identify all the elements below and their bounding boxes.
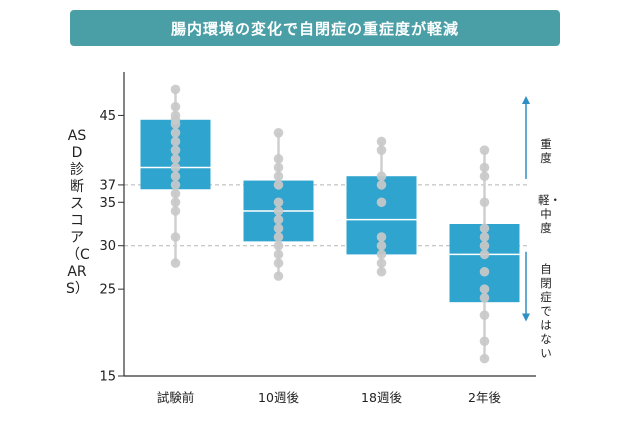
data-point-2-11: [273, 240, 284, 251]
data-point-2-14: [273, 271, 284, 281]
data-point-1-10: [170, 162, 181, 173]
data-point-4-7: [479, 240, 490, 251]
data-point-3-7: [376, 240, 387, 251]
y-tick-label-30: 30: [99, 239, 116, 254]
data-point-4-11: [479, 293, 490, 303]
severity-label-non-autistic: 自閉症ではない: [540, 262, 552, 360]
data-point-3-10: [376, 266, 387, 277]
data-point-4-4: [479, 197, 490, 208]
data-point-3-2: [376, 145, 387, 155]
y-tick-label-35: 35: [99, 196, 116, 211]
data-point-1-9: [170, 154, 181, 164]
data-point-1-13: [170, 188, 181, 199]
data-point-1-2: [170, 101, 181, 112]
data-point-3-6: [376, 232, 387, 242]
data-point-2-6: [273, 197, 284, 208]
y-axis-label: ASD診断スコア（CARS）: [66, 128, 90, 297]
data-point-4-9: [479, 266, 490, 277]
severity-label-mild-moderate: 軽・中度: [538, 193, 561, 235]
data-point-2-4: [273, 171, 284, 182]
chart-title: 腸内環境の変化で自閉症の重症度が軽減: [170, 19, 459, 38]
data-point-4-3: [479, 171, 490, 182]
data-point-4-6: [479, 232, 490, 242]
data-point-1-14: [170, 197, 181, 208]
data-point-2-9: [273, 223, 284, 234]
y-tick-label-25: 25: [99, 283, 116, 298]
data-point-2-2: [273, 154, 284, 164]
data-point-1-8: [170, 145, 181, 155]
data-point-1-11: [170, 171, 181, 182]
data-point-2-13: [273, 258, 284, 268]
data-point-3-9: [376, 258, 387, 268]
x-tick-label-1: 試験前: [157, 390, 195, 405]
data-point-1-6: [170, 128, 181, 138]
x-tick-label-4: 2年後: [468, 390, 501, 405]
data-point-3-5: [376, 197, 387, 208]
data-point-4-13: [479, 336, 490, 347]
data-point-4-8: [479, 249, 490, 260]
data-point-1-16: [170, 232, 181, 242]
data-point-3-4: [376, 180, 387, 190]
data-point-2-5: [273, 180, 284, 190]
data-point-1-5: [170, 119, 181, 129]
data-point-3-3: [376, 171, 387, 182]
data-point-4-1: [479, 145, 490, 155]
data-point-2-7: [273, 206, 284, 216]
data-point-3-8: [376, 249, 387, 260]
data-point-4-10: [479, 284, 490, 294]
data-point-4-2: [479, 162, 490, 173]
severity-label-severe: 重度: [540, 137, 552, 165]
severity-arrow-up-head: [522, 96, 530, 105]
data-point-1-12: [170, 180, 181, 190]
data-point-1-1: [170, 84, 181, 95]
data-point-1-15: [170, 206, 181, 216]
data-point-2-10: [273, 232, 284, 242]
x-tick-label-3: 18週後: [361, 390, 402, 405]
y-tick-label-15: 15: [99, 370, 116, 385]
data-point-4-5: [479, 223, 490, 234]
data-point-2-3: [273, 162, 284, 173]
data-point-1-7: [170, 136, 181, 147]
chart-title-banner: 腸内環境の変化で自閉症の重症度が軽減: [70, 10, 560, 46]
severity-arrow-down-head: [522, 313, 530, 322]
data-point-2-8: [273, 214, 284, 225]
x-tick-label-2: 10週後: [258, 390, 299, 405]
y-tick-label-45: 45: [99, 109, 116, 124]
data-point-2-12: [273, 249, 284, 260]
data-point-3-1: [376, 136, 387, 147]
data-point-4-14: [479, 353, 490, 364]
data-point-4-12: [479, 310, 490, 321]
y-tick-label-37: 37: [99, 178, 116, 193]
data-point-2-1: [273, 128, 284, 138]
data-point-1-17: [170, 258, 181, 268]
